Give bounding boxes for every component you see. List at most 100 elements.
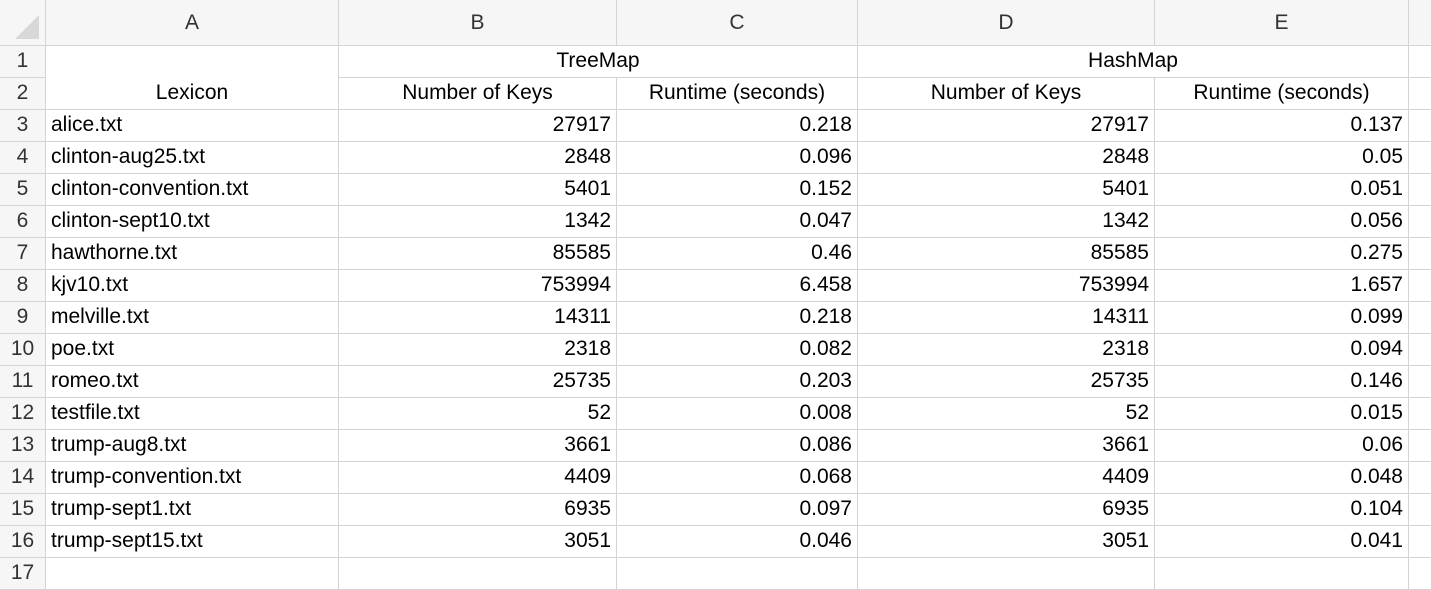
- column-header-partial[interactable]: [1409, 0, 1432, 46]
- tree-keys-cell[interactable]: 753994: [339, 270, 617, 302]
- hash-runtime-cell[interactable]: 0.048: [1155, 462, 1409, 494]
- tree-runtime-cell[interactable]: 6.458: [617, 270, 858, 302]
- hash-runtime-cell[interactable]: 0.146: [1155, 366, 1409, 398]
- hash-keys-cell[interactable]: 25735: [858, 366, 1155, 398]
- row-header[interactable]: 10: [0, 334, 46, 366]
- hash-keys-cell[interactable]: 1342: [858, 206, 1155, 238]
- hash-keys-cell[interactable]: 6935: [858, 494, 1155, 526]
- tree-runtime-cell[interactable]: 0.096: [617, 142, 858, 174]
- tree-runtime-cell[interactable]: 0.218: [617, 302, 858, 334]
- lexicon-cell[interactable]: hawthorne.txt: [46, 238, 339, 270]
- grid-cell[interactable]: [1409, 302, 1432, 334]
- column-header-b[interactable]: B: [339, 0, 617, 46]
- hash-keys-cell[interactable]: 4409: [858, 462, 1155, 494]
- row-header[interactable]: 16: [0, 526, 46, 558]
- tree-runtime-cell[interactable]: 0.047: [617, 206, 858, 238]
- tree-keys-cell[interactable]: 14311: [339, 302, 617, 334]
- grid-cell[interactable]: [1409, 110, 1432, 142]
- hashmap-group-header[interactable]: HashMap: [858, 46, 1409, 78]
- tree-runtime-cell[interactable]: 0.152: [617, 174, 858, 206]
- tree-runtime-cell[interactable]: 0.008: [617, 398, 858, 430]
- hash-runtime-cell[interactable]: 0.05: [1155, 142, 1409, 174]
- hash-keys-cell[interactable]: 753994: [858, 270, 1155, 302]
- tree-keys-cell[interactable]: 27917: [339, 110, 617, 142]
- column-header-c[interactable]: C: [617, 0, 858, 46]
- lexicon-cell[interactable]: trump-sept15.txt: [46, 526, 339, 558]
- row-header[interactable]: 4: [0, 142, 46, 174]
- row-header[interactable]: 5: [0, 174, 46, 206]
- grid-cell[interactable]: [1409, 142, 1432, 174]
- column-header-a[interactable]: A: [46, 0, 339, 46]
- grid-cell[interactable]: [1409, 366, 1432, 398]
- hash-runtime-cell[interactable]: 0.275: [1155, 238, 1409, 270]
- tree-keys-cell[interactable]: 25735: [339, 366, 617, 398]
- tree-keys-cell[interactable]: 2848: [339, 142, 617, 174]
- hash-runtime-cell[interactable]: 0.051: [1155, 174, 1409, 206]
- hash-keys-cell[interactable]: 3661: [858, 430, 1155, 462]
- grid-cell[interactable]: [1409, 78, 1432, 110]
- hash-keys-cell[interactable]: 3051: [858, 526, 1155, 558]
- grid-cell[interactable]: [1409, 334, 1432, 366]
- lexicon-column-header[interactable]: Lexicon: [46, 78, 339, 110]
- hash-keys-cell[interactable]: 5401: [858, 174, 1155, 206]
- grid-cell[interactable]: [1409, 46, 1432, 78]
- hash-runtime-cell[interactable]: 0.104: [1155, 494, 1409, 526]
- row-header[interactable]: 6: [0, 206, 46, 238]
- lexicon-cell[interactable]: trump-aug8.txt: [46, 430, 339, 462]
- lexicon-cell[interactable]: melville.txt: [46, 302, 339, 334]
- tree-keys-cell[interactable]: 3051: [339, 526, 617, 558]
- hashmap-keys-header[interactable]: Number of Keys: [858, 78, 1155, 110]
- column-header-d[interactable]: D: [858, 0, 1155, 46]
- row-header[interactable]: 12: [0, 398, 46, 430]
- hash-runtime-cell[interactable]: 1.657: [1155, 270, 1409, 302]
- row-header[interactable]: 14: [0, 462, 46, 494]
- hash-runtime-cell[interactable]: 0.015: [1155, 398, 1409, 430]
- hash-keys-cell[interactable]: 2848: [858, 142, 1155, 174]
- tree-keys-cell[interactable]: 1342: [339, 206, 617, 238]
- treemap-runtime-header[interactable]: Runtime (seconds): [617, 78, 858, 110]
- row-header[interactable]: 13: [0, 430, 46, 462]
- tree-keys-cell[interactable]: 5401: [339, 174, 617, 206]
- grid-cell[interactable]: [1409, 494, 1432, 526]
- tree-keys-cell[interactable]: 3661: [339, 430, 617, 462]
- grid-cell[interactable]: [1409, 462, 1432, 494]
- lexicon-cell[interactable]: trump-convention.txt: [46, 462, 339, 494]
- hash-runtime-cell[interactable]: 0.056: [1155, 206, 1409, 238]
- tree-keys-cell[interactable]: 85585: [339, 238, 617, 270]
- row-header[interactable]: 11: [0, 366, 46, 398]
- hash-runtime-cell[interactable]: 0.099: [1155, 302, 1409, 334]
- lexicon-cell[interactable]: poe.txt: [46, 334, 339, 366]
- tree-runtime-cell[interactable]: 0.203: [617, 366, 858, 398]
- lexicon-cell[interactable]: clinton-aug25.txt: [46, 142, 339, 174]
- grid-cell[interactable]: [1409, 430, 1432, 462]
- grid-cell[interactable]: [339, 558, 617, 590]
- tree-keys-cell[interactable]: 6935: [339, 494, 617, 526]
- tree-runtime-cell[interactable]: 0.086: [617, 430, 858, 462]
- lexicon-cell[interactable]: testfile.txt: [46, 398, 339, 430]
- grid-cell[interactable]: [1409, 270, 1432, 302]
- row-header[interactable]: 1: [0, 46, 46, 78]
- tree-runtime-cell[interactable]: 0.218: [617, 110, 858, 142]
- row-header[interactable]: 8: [0, 270, 46, 302]
- treemap-group-header[interactable]: TreeMap: [339, 46, 858, 78]
- hash-runtime-cell[interactable]: 0.094: [1155, 334, 1409, 366]
- tree-keys-cell[interactable]: 2318: [339, 334, 617, 366]
- hash-keys-cell[interactable]: 85585: [858, 238, 1155, 270]
- tree-keys-cell[interactable]: 52: [339, 398, 617, 430]
- select-all-corner[interactable]: [0, 0, 46, 46]
- row-header[interactable]: 17: [0, 558, 46, 590]
- grid-cell[interactable]: [46, 558, 339, 590]
- row-header[interactable]: 9: [0, 302, 46, 334]
- hash-keys-cell[interactable]: 2318: [858, 334, 1155, 366]
- lexicon-cell[interactable]: clinton-sept10.txt: [46, 206, 339, 238]
- grid-cell[interactable]: [1409, 398, 1432, 430]
- grid-cell[interactable]: [1409, 206, 1432, 238]
- row-header[interactable]: 3: [0, 110, 46, 142]
- grid-cell[interactable]: [858, 558, 1155, 590]
- grid-cell[interactable]: [1409, 174, 1432, 206]
- hash-keys-cell[interactable]: 27917: [858, 110, 1155, 142]
- treemap-keys-header[interactable]: Number of Keys: [339, 78, 617, 110]
- grid-cell[interactable]: [1409, 526, 1432, 558]
- hash-keys-cell[interactable]: 52: [858, 398, 1155, 430]
- tree-runtime-cell[interactable]: 0.068: [617, 462, 858, 494]
